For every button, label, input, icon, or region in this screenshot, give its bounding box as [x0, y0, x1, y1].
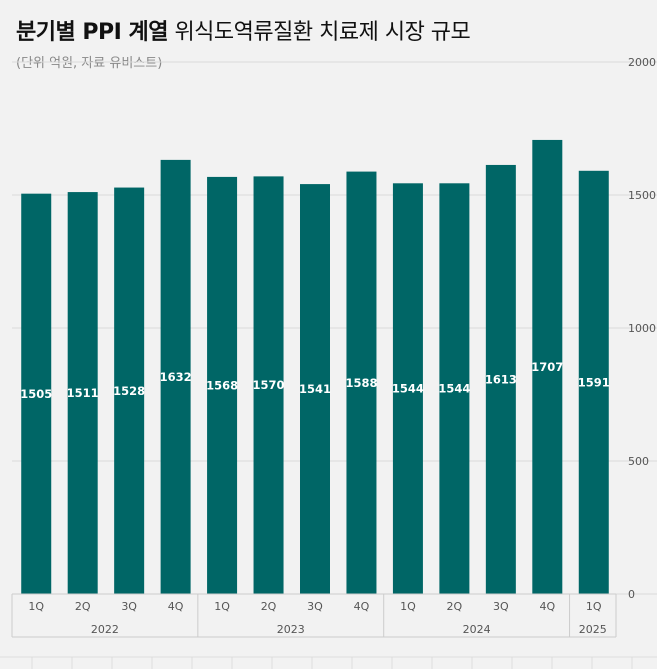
x-group-label: 2023 [277, 623, 305, 636]
bar [21, 193, 52, 595]
bar [346, 171, 377, 595]
x-tick-label: 2Q [447, 600, 463, 613]
bar [485, 164, 516, 594]
data-label: 1505 [20, 387, 52, 401]
x-tick-label: 1Q [214, 600, 230, 613]
x-tick-label: 1Q [400, 600, 416, 613]
chart-subtitle: (단위 억원, 자료 유비스트) [16, 56, 163, 71]
data-label: 1591 [578, 375, 610, 389]
x-tick-label: 4Q [539, 600, 555, 613]
y-tick-label: 500 [628, 455, 649, 468]
data-label: 1528 [113, 384, 145, 398]
data-label: 1632 [160, 370, 192, 384]
bar [253, 176, 284, 594]
x-tick-label: 4Q [168, 600, 184, 613]
bar [532, 139, 563, 595]
x-tick-label: 4Q [354, 600, 370, 613]
bar [439, 183, 470, 594]
x-group-label: 2025 [579, 623, 607, 636]
x-tick-label: 1Q [586, 600, 602, 613]
chart-title-bold: 분기별 PPI 계열 [16, 20, 168, 45]
x-tick-label: 2Q [261, 600, 277, 613]
bar [207, 176, 238, 595]
data-label: 1511 [67, 386, 99, 400]
x-tick-label: 3Q [307, 600, 323, 613]
data-label: 1544 [438, 382, 470, 396]
y-tick-label: 1500 [628, 189, 656, 202]
x-tick-label: 3Q [493, 600, 509, 613]
data-label: 1613 [485, 372, 517, 386]
chart-title-rest: 위식도역류질환 치료제 시장 규모 [167, 20, 471, 45]
data-label: 1544 [392, 382, 424, 396]
y-tick-label: 2000 [628, 56, 656, 69]
x-group-label: 2022 [91, 623, 119, 636]
x-tick-label: 3Q [121, 600, 137, 613]
x-tick-label: 2Q [75, 600, 91, 613]
data-label: 1568 [206, 378, 238, 392]
data-label: 1707 [531, 360, 563, 374]
data-label: 1570 [253, 378, 285, 392]
y-tick-label: 0 [628, 588, 635, 601]
bar [114, 187, 145, 594]
x-group-label: 2024 [463, 623, 491, 636]
bar [392, 183, 423, 594]
data-label: 1541 [299, 382, 331, 396]
x-tick-label: 1Q [28, 600, 44, 613]
bar [578, 170, 609, 594]
y-tick-label: 1000 [628, 322, 656, 335]
bar [67, 192, 98, 594]
chart-title: 분기별 PPI 계열 위식도역류질환 치료제 시장 규모 [16, 14, 471, 46]
data-label: 1588 [345, 376, 377, 390]
bar [160, 159, 191, 594]
bar [300, 184, 330, 594]
